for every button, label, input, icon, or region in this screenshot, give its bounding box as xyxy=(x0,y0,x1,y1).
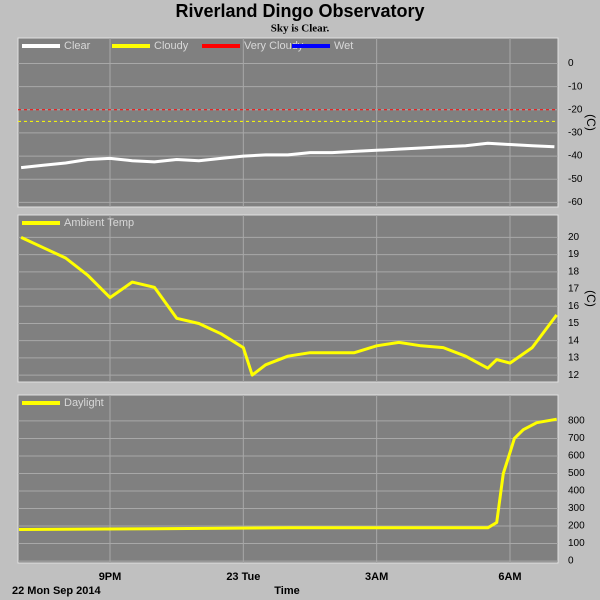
x-tick-label: 3AM xyxy=(365,571,388,583)
y-axis-label: (C) xyxy=(584,114,598,131)
y-tick-label: 15 xyxy=(568,318,580,329)
y-tick-label: 16 xyxy=(568,301,580,312)
y-tick-label: -10 xyxy=(568,81,583,92)
y-tick-label: -60 xyxy=(568,197,583,208)
y-tick-label: -30 xyxy=(568,128,583,139)
y-tick-label: 600 xyxy=(568,451,585,462)
y-tick-label: 19 xyxy=(568,249,580,260)
plot-area xyxy=(17,394,559,564)
y-tick-label: 100 xyxy=(568,538,585,549)
chart-subtitle: Sky is Clear. xyxy=(271,23,330,35)
y-tick-label: 800 xyxy=(568,416,585,427)
series-line xyxy=(20,141,555,170)
y-tick-label: 12 xyxy=(568,370,580,381)
y-tick-label: 700 xyxy=(568,433,585,444)
y-tick-label: 13 xyxy=(568,353,580,364)
legend-label: Daylight xyxy=(64,397,104,409)
y-tick-label: 14 xyxy=(568,335,580,346)
x-tick-label: 9PM xyxy=(99,571,122,583)
y-tick-label: -40 xyxy=(568,151,583,162)
y-tick-label: -20 xyxy=(568,104,583,115)
y-tick-label: 500 xyxy=(568,468,585,479)
y-tick-label: 0 xyxy=(568,58,574,69)
chart-title: Riverland Dingo Observatory xyxy=(175,1,424,21)
series-line xyxy=(20,236,558,377)
y-tick-label: 400 xyxy=(568,486,585,497)
legend-label: Ambient Temp xyxy=(64,217,134,229)
legend-label: Clear xyxy=(64,40,91,52)
y-tick-label: 18 xyxy=(568,266,580,277)
y-axis-label: (C) xyxy=(584,290,598,307)
x-tick-label: 23 Tue xyxy=(226,571,260,583)
y-tick-label: 20 xyxy=(568,232,580,243)
plot-area xyxy=(17,214,559,383)
x-axis-label: Time xyxy=(274,585,299,597)
y-tick-label: 300 xyxy=(568,503,585,514)
x-tick-label: 6AM xyxy=(498,571,521,583)
series-line xyxy=(18,417,557,531)
legend-label: Cloudy xyxy=(154,40,189,52)
date-label: 22 Mon Sep 2014 xyxy=(12,585,102,597)
y-tick-label: 17 xyxy=(568,284,580,295)
legend-label: Very Cloudy xyxy=(244,40,304,52)
y-tick-label: -50 xyxy=(568,174,583,185)
y-tick-label: 200 xyxy=(568,521,585,532)
legend-label: Wet xyxy=(334,40,353,52)
y-tick-label: 0 xyxy=(568,556,574,567)
